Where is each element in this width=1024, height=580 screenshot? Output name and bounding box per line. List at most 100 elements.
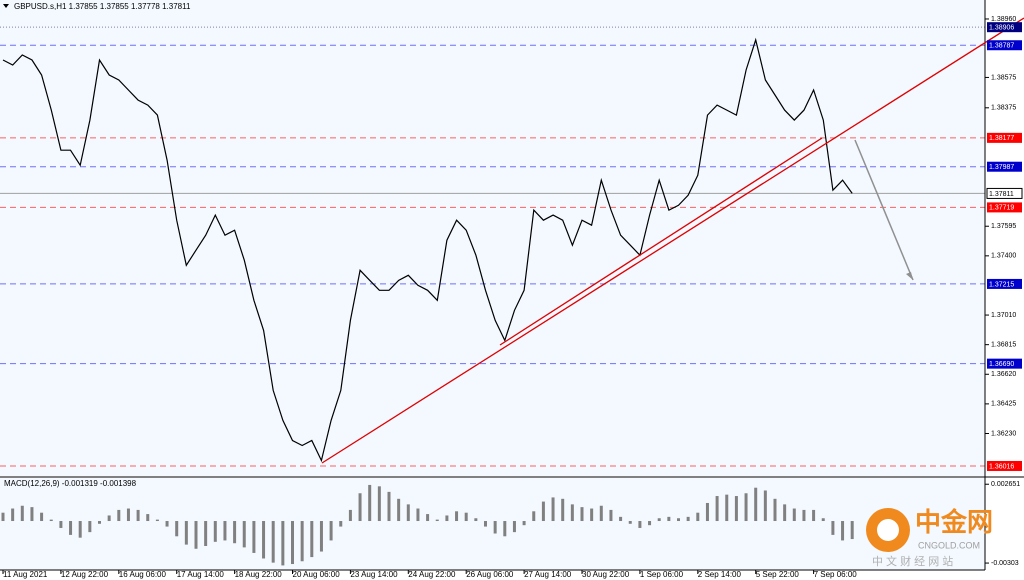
symbol-header: GBPUSD.s,H1 1.37855 1.37855 1.37778 1.37…: [14, 2, 191, 11]
macd-bar: [792, 508, 796, 522]
level-label: 1.37215: [989, 281, 1014, 288]
macd-bar: [233, 521, 237, 544]
macd-bar: [252, 521, 256, 553]
macd-bar: [329, 521, 333, 541]
macd-bar: [368, 484, 372, 522]
macd-bar: [763, 490, 767, 522]
macd-bar: [426, 514, 430, 522]
macd-bar: [812, 509, 816, 522]
y-tick-label: 1.37010: [991, 312, 1016, 319]
macd-bar: [455, 511, 459, 522]
macd-bar: [397, 498, 401, 522]
macd-bar: [541, 501, 545, 522]
macd-bar: [281, 521, 285, 566]
macd-bar: [242, 521, 246, 548]
macd-bar: [551, 497, 555, 522]
macd-bar: [580, 507, 584, 522]
macd-bar: [416, 508, 420, 522]
level-box: [987, 202, 1022, 213]
header-icon: [3, 4, 9, 8]
macd-bar: [561, 498, 565, 522]
x-tick-label: 12 Aug 22:00: [61, 570, 109, 579]
macd-bar: [445, 515, 449, 522]
macd-bar: [570, 504, 574, 522]
macd-bar: [590, 508, 594, 522]
macd-bar: [126, 508, 130, 522]
macd-bar: [213, 521, 217, 542]
macd-bar: [291, 521, 294, 565]
macd-bar: [657, 518, 661, 522]
level-box: [987, 358, 1022, 369]
y-tick-label: 1.38575: [991, 74, 1016, 81]
macd-bar: [78, 521, 82, 538]
x-tick-label: 5 Sep 22:00: [756, 570, 800, 579]
trend-line: [321, 17, 1024, 464]
level-label: 1.37719: [989, 205, 1014, 212]
macd-bar: [387, 491, 391, 522]
y-tick-label: 1.37400: [991, 253, 1016, 260]
macd-bar: [339, 521, 343, 527]
macd-header: MACD(12,26,9) -0.001319 -0.001398: [4, 479, 137, 488]
x-tick-label: 1 Sep 06:00: [640, 570, 684, 579]
x-tick-label: 30 Aug 22:00: [582, 570, 630, 579]
level-box: [987, 22, 1022, 33]
y-tick-label: 1.38960: [991, 16, 1016, 23]
trend-line: [499, 137, 823, 346]
macd-bar: [493, 521, 497, 534]
macd-bar: [11, 508, 15, 522]
macd-bar: [1, 512, 5, 522]
level-box: [986, 187, 1023, 199]
macd-panel: [0, 478, 985, 570]
y-tick-label: -0.00303: [991, 560, 1019, 567]
macd-bar: [165, 521, 169, 527]
x-tick-label: 27 Aug 14:00: [524, 570, 572, 579]
macd-bar: [194, 521, 198, 549]
macd-bar: [619, 516, 623, 522]
logo-name: 中金网: [915, 507, 993, 537]
macd-bar: [358, 493, 362, 522]
y-tick-label: 1.36620: [991, 371, 1016, 378]
macd-bar: [705, 502, 709, 522]
macd-bar: [638, 521, 642, 528]
macd-bar: [146, 514, 150, 522]
x-tick-label: 20 Aug 06:00: [293, 570, 341, 579]
macd-bar: [49, 519, 53, 522]
level-label: 1.36016: [989, 463, 1014, 470]
price-line: [2, 37, 853, 463]
level-box: [987, 40, 1022, 51]
macd-bar: [204, 521, 208, 546]
macd-bar: [696, 512, 700, 522]
macd-bar: [464, 512, 468, 522]
macd-bar: [271, 521, 275, 563]
macd-bar: [648, 521, 652, 526]
macd-bar: [831, 521, 835, 535]
macd-bar: [474, 518, 478, 522]
macd-bar: [754, 487, 758, 522]
macd-bar: [30, 507, 34, 522]
y-tick-label: 0.002651: [991, 481, 1020, 488]
macd-bar: [744, 493, 748, 522]
macd-bar: [821, 518, 825, 522]
macd-bar: [802, 509, 806, 522]
level-box: [987, 161, 1022, 172]
forecast-arrow: [854, 139, 914, 281]
macd-bar: [628, 521, 632, 524]
x-tick-label: 17 Aug 14:00: [177, 570, 225, 579]
macd-bar: [377, 486, 381, 522]
macd-bar: [184, 521, 188, 545]
y-tick-label: 1.36230: [991, 430, 1016, 437]
main-panel: [0, 0, 985, 476]
logo-tagline: 中 文 财 经 网 站: [872, 554, 953, 568]
macd-bar: [773, 498, 777, 522]
macd-bar: [69, 521, 73, 535]
macd-bar: [88, 521, 92, 533]
level-label: 1.38787: [989, 43, 1014, 50]
macd-bar: [783, 504, 787, 522]
macd-bar: [300, 521, 304, 562]
x-tick-label: 7 Sep 06:00: [814, 570, 858, 579]
y-tick-label: 1.38375: [991, 105, 1016, 112]
x-tick-label: 2 Sep 14:00: [698, 570, 742, 579]
level-label: 1.38177: [989, 135, 1014, 142]
macd-bar: [522, 521, 526, 526]
